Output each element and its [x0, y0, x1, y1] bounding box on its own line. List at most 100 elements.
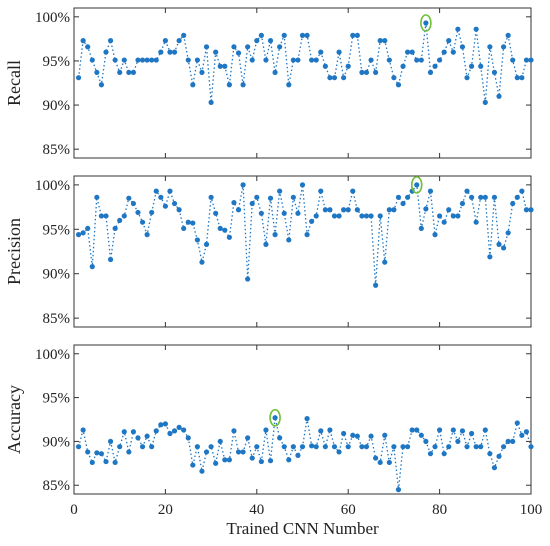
data-point — [254, 444, 260, 450]
data-point — [363, 444, 370, 450]
data-point — [121, 57, 127, 63]
data-point — [231, 44, 237, 50]
data-point — [277, 435, 283, 441]
data-point — [500, 44, 507, 50]
y-tick-label: 100% — [35, 178, 70, 194]
data-point — [75, 232, 82, 238]
data-point — [473, 26, 479, 32]
data-point — [185, 219, 191, 225]
data-point — [75, 444, 82, 450]
data-point — [235, 449, 242, 455]
x-axis-label: Trained CNN Number — [226, 519, 379, 538]
data-point — [341, 207, 347, 213]
data-point — [336, 449, 342, 455]
data-point — [199, 259, 205, 265]
data-point — [126, 195, 132, 201]
data-point — [75, 75, 82, 81]
data-point — [130, 200, 137, 207]
data-point — [423, 206, 429, 212]
plot-frame — [73, 7, 532, 159]
data-point — [505, 230, 511, 236]
data-point — [441, 219, 447, 225]
data-point — [226, 457, 232, 463]
data-point — [126, 69, 132, 76]
data-point — [295, 452, 301, 459]
data-point — [194, 57, 200, 63]
data-point — [345, 207, 351, 213]
data-point — [213, 210, 219, 216]
data-point — [267, 195, 274, 201]
data-point — [199, 468, 205, 474]
data-point — [500, 444, 507, 450]
data-point — [418, 225, 424, 232]
data-point — [423, 438, 429, 445]
y-tick-label: 95% — [43, 391, 71, 407]
y-tick-label: 85% — [43, 311, 71, 327]
x-tick-label: 40 — [249, 502, 264, 518]
data-point — [171, 428, 178, 434]
data-point — [487, 44, 493, 50]
data-point — [336, 213, 342, 219]
data-point — [464, 188, 470, 194]
data-point — [194, 444, 200, 450]
data-point — [331, 213, 338, 219]
data-point — [249, 200, 255, 207]
data-point — [176, 424, 182, 430]
data-point — [459, 200, 466, 207]
data-point — [359, 444, 365, 450]
data-point — [158, 49, 164, 55]
data-point — [149, 209, 155, 216]
x-tick-label: 0 — [70, 502, 78, 518]
data-point — [377, 459, 383, 466]
data-point — [153, 188, 159, 194]
data-point — [350, 32, 356, 38]
data-point — [190, 462, 196, 468]
data-point — [245, 435, 251, 441]
data-point — [341, 75, 347, 81]
highlight-ellipse — [420, 14, 432, 32]
data-point — [295, 210, 301, 216]
data-point — [482, 427, 488, 433]
data-point — [400, 200, 406, 207]
data-point — [327, 207, 333, 213]
data-point — [386, 207, 392, 213]
data-point — [185, 57, 191, 63]
data-point — [519, 75, 525, 81]
data-point — [213, 460, 219, 466]
data-point — [222, 227, 228, 233]
data-point — [135, 209, 141, 216]
data-point — [414, 427, 420, 433]
y-tick-label: 95% — [43, 222, 71, 238]
data-point — [144, 433, 150, 439]
data-point — [363, 69, 370, 76]
data-point — [523, 57, 530, 63]
x-tick-label: 100 — [520, 502, 543, 518]
data-point — [107, 38, 114, 44]
data-point — [203, 44, 210, 50]
data-point — [373, 455, 379, 461]
data-point — [482, 99, 488, 106]
data-point — [103, 458, 109, 465]
data-point — [455, 213, 461, 219]
data-point — [496, 241, 502, 247]
data-point — [258, 210, 264, 216]
data-point — [528, 57, 534, 63]
data-point — [286, 237, 292, 243]
data-point — [432, 63, 438, 69]
data-point — [226, 234, 232, 240]
data-point — [190, 82, 196, 88]
data-point — [523, 429, 530, 435]
data-point — [217, 225, 223, 232]
data-point — [491, 465, 498, 471]
data-point — [171, 200, 178, 207]
data-point — [459, 428, 466, 434]
data-point — [427, 69, 434, 76]
data-point — [473, 219, 479, 225]
data-point — [418, 432, 424, 438]
data-point — [272, 415, 278, 421]
data-point — [94, 69, 100, 76]
data-point — [254, 194, 260, 200]
data-point — [80, 38, 86, 44]
data-point — [455, 438, 461, 445]
data-point — [272, 69, 278, 76]
